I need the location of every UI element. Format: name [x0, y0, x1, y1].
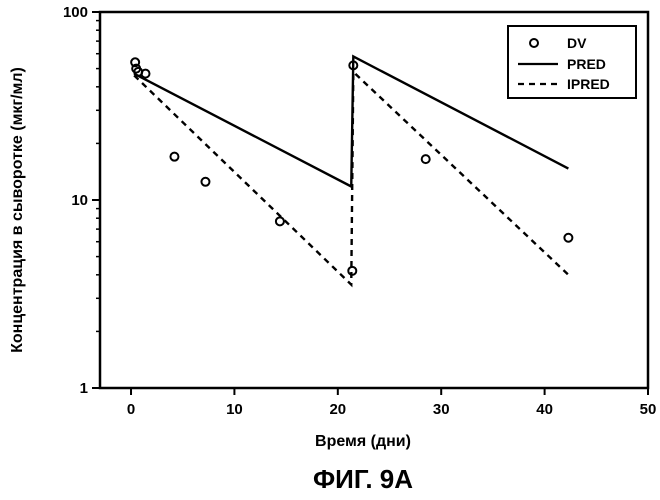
x-axis-ticks: 0 10 20 30 40 50 — [127, 388, 656, 418]
x-tick-label: 20 — [329, 401, 346, 418]
legend-ipred-label: IPRED — [567, 76, 610, 92]
x-tick-label: 40 — [536, 401, 553, 418]
legend-pred-label: PRED — [567, 56, 606, 72]
dv-point — [422, 155, 430, 163]
ipred-line — [134, 72, 568, 285]
x-tick-label: 50 — [640, 401, 657, 418]
dv-point — [170, 153, 178, 161]
x-axis-title: Время (дни) — [315, 433, 411, 450]
x-tick-label: 30 — [433, 401, 450, 418]
dv-point — [201, 178, 209, 186]
y-tick-label: 10 — [71, 192, 88, 209]
y-axis-title: Концентрация в сыворотке (мкг/мл) — [9, 67, 26, 353]
series-layer — [131, 56, 572, 284]
y-tick-label: 100 — [63, 4, 88, 21]
y-axis-ticks: 1 10 100 — [63, 4, 100, 397]
legend: DV PRED IPRED — [508, 26, 636, 98]
dv-point — [564, 234, 572, 242]
x-tick-label: 0 — [127, 401, 135, 418]
y-tick-label: 1 — [80, 380, 88, 397]
legend-dv-label: DV — [567, 35, 587, 51]
x-tick-label: 10 — [226, 401, 243, 418]
figure-caption: ФИГ. 9A — [313, 464, 413, 494]
dv-point — [276, 217, 284, 225]
